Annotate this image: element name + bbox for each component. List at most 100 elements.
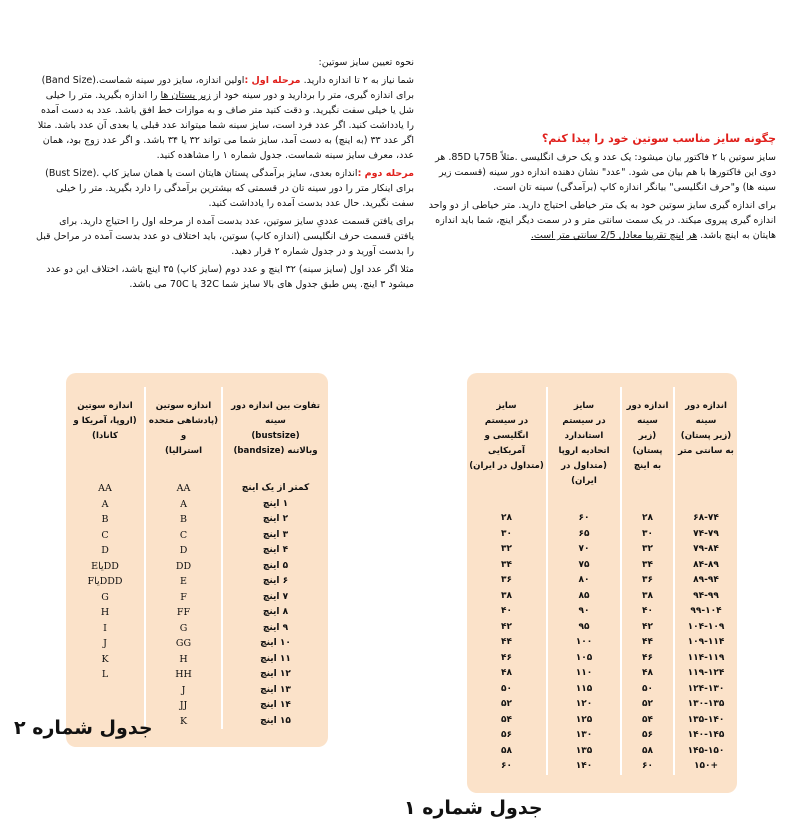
table-cell: [66, 683, 145, 699]
table-cell: ۱۴۵-۱۵۰: [673, 743, 737, 759]
column-header: سایز در سیستم استاندارد اتحادیه اروپا (متداو…: [546, 387, 621, 511]
table-cell: G: [144, 620, 222, 636]
table-cell: B: [101, 514, 109, 525]
text-segment: اولین اندازه، سایز دور سینه شماست.(Band …: [41, 75, 414, 101]
column-header: اندازه سوتین (اروپا، آمریکا و کانادا): [66, 387, 145, 481]
table-row: ۱۱۹-۱۲۴ ۴۸ ۱۱۰ ۴۸: [467, 666, 737, 682]
table-cell: E: [144, 574, 222, 590]
text-segment: سفت نگیرید. و دقت کنید متر صاف و به مواز…: [40, 105, 414, 131]
text-line: اگر عدد فرد است، سایز سینه شما میتواند ع…: [38, 120, 414, 146]
text-segment: اندازه گیری، متر را بردارید و دور سینه خ…: [210, 90, 393, 101]
column-header: اندازه دور سینه (زیر پستان) به سانتی متر: [673, 387, 737, 511]
table-cell: ۳۴: [501, 559, 512, 570]
column-header-line: استرالیا): [164, 446, 203, 456]
table-cell: کمتر از یک اینچ: [221, 481, 328, 497]
table-cell: ۱۳ اینچ: [221, 682, 328, 698]
table-cell: ۵۴: [501, 714, 512, 725]
table-cell: G: [101, 591, 109, 603]
table-cell: ۱۰۵: [546, 650, 621, 666]
table-row: ۱۴۵-۱۵۰ ۵۸ ۱۳۵ ۵۸: [467, 743, 737, 759]
table-cell: ۴۲: [620, 619, 674, 635]
table-cell: ۴۸: [501, 668, 512, 678]
column-header-line: وبالاتنه (bandsize): [233, 446, 318, 456]
text-segment: به دست آمد، سایز شما می تواند ۳۲ یا ۳۴ ب…: [42, 135, 414, 161]
table-cell: ۱۱۰: [546, 666, 621, 682]
text-segment: هر: [686, 230, 698, 241]
table-cell: ۳۴: [620, 557, 674, 573]
table-row: ۹۴-۹۹ ۳۸ ۸۵ ۳۸: [467, 588, 737, 604]
text-segment: فاکتورها با هم بیان می شود. "عدد" نشان د…: [438, 167, 776, 193]
column-header-line: به سانتی متر: [678, 446, 734, 456]
table-cell: ۱۳۰-۱۳۵: [673, 697, 737, 713]
table-cell: ۱۴ اینچ: [221, 698, 328, 714]
table-row: ۷۹-۸۴ ۳۲ ۷۰ ۳۲: [467, 542, 737, 558]
table-row: ۱۴ اینچ JJ: [66, 698, 328, 714]
table-row: ۳ اینچ C C: [66, 527, 328, 543]
table-cell: ۱۲ اینچ: [221, 667, 328, 683]
table-row: ۱۰۴-۱۰۹ ۴۲ ۹۵ ۴۲: [467, 619, 737, 635]
table-cell: ۵۸: [501, 745, 512, 756]
table-2-wrapper: تفاوت بین اندازه دور سینه (bustsize) وبالا…: [14, 373, 328, 747]
size-guide-instructions: نحوه تعیین سایز سوتین: شما نیاز به ۲ تا …: [36, 55, 414, 295]
table-cell: ۵۰: [501, 683, 512, 694]
table-row: ۸ اینچ FF H: [66, 605, 328, 621]
table-cell: ۵۲: [501, 699, 512, 709]
table-cell: J: [144, 682, 222, 698]
column-header-line: (پادشاهی متحده و: [148, 416, 219, 441]
table-row: ۱۳۰-۱۳۵ ۵۲ ۱۲۰ ۵۲: [467, 697, 737, 713]
table-cell: ۹۵: [546, 619, 621, 635]
text-line: پیروی میکند. در یک سمت سانتی متر و در سم…: [435, 215, 776, 241]
table-cell: ۱۱۵: [546, 681, 621, 697]
table-cell: ۳۶: [620, 573, 674, 589]
text-line: آورید و در جدول شماره ۲ قرار دهید.: [231, 246, 376, 257]
table-cell: ۵۸: [620, 743, 674, 759]
table-cell: A: [144, 496, 222, 512]
table-cell: ۵۲: [620, 697, 674, 713]
table-row: ۱۰ اینچ GG J: [66, 636, 328, 652]
table-cell: L: [101, 669, 109, 680]
table-cell: ۸ اینچ: [221, 605, 328, 621]
text-segment: سایز سوتین با ۲ فاکتور بیان میشود: یک عد…: [435, 152, 776, 178]
table-cell: ۱۳۰: [546, 728, 621, 744]
table-cell: ۹۰: [546, 604, 621, 620]
table-cell: ۴۰: [620, 604, 674, 620]
table-head: تفاوت بین اندازه دور سینه (bustsize) وبالا…: [66, 387, 328, 481]
table-row: ۱۱ اینچ H K: [66, 651, 328, 667]
paragraph: مرحله دوم :اندازه بعدی، سایز برآمدگی پست…: [36, 166, 414, 211]
text-line: انگلیسی" بیانگر اندازه کاپ (برآمدگی) سین…: [493, 182, 707, 193]
table-cell: ۷۴-۷۹: [673, 526, 737, 542]
column-header-line: تفاوت بین اندازه دور سینه: [231, 401, 320, 426]
text-line: برای اندازه گیری سایز سوتین خود به یک مت…: [429, 200, 776, 226]
table-row: ۸۹-۹۴ ۳۶ ۸۰ ۳۶: [467, 573, 737, 589]
table-cell: ۳۸: [620, 588, 674, 604]
table-body: کمتر از یک اینچ AA AA ۱ اینچ A A ۲ اینچ B B ۳ این…: [66, 481, 328, 729]
text-segment: حال عدد بدست آمده را یادداشت کنید.: [208, 198, 360, 209]
paragraph: برای اندازه گیری سایز سوتین خود به یک مت…: [418, 198, 776, 243]
table-cell: ۲۸: [501, 513, 512, 523]
table-cell: K: [101, 653, 109, 665]
table-row: ۲ اینچ B B: [66, 512, 328, 528]
text-segment: شما نیاز به ۲ تا اندازه دارید.: [300, 75, 414, 86]
text-segment: اندازه بعدی، سایز برآمدگی پستان هایتان ا…: [45, 168, 414, 194]
table-cell: H: [144, 651, 222, 667]
text-line: فاکتورها با هم بیان می شود. "عدد" نشان د…: [439, 167, 776, 193]
paragraph: برای یافتن قسمت عددیِ سایز سوتین، عدد بد…: [36, 214, 414, 259]
table-cell: ۱۴۰: [546, 759, 621, 775]
text-segment: انگلیسی" بیانگر اندازه کاپ (برآمدگی) سین…: [493, 182, 707, 193]
text-line: اینچ تقریبا معادل 2/5 سانتي متر است.: [531, 230, 684, 241]
text-segment: ۳ اینچ. پس طبق جدول های بالا سایز شما 32…: [129, 279, 386, 290]
table-cell: ۶۰: [546, 511, 621, 527]
table-cell: ۱ اینچ: [221, 496, 328, 512]
column-header-line: استاندارد: [564, 431, 604, 441]
text-line: شما نیاز به ۲ تا اندازه دارید. مرحله اول…: [42, 75, 414, 101]
table-cell: ۱۴۰-۱۴۵: [673, 728, 737, 744]
text-section: چگونه سایز مناسب سوتین خود را پیدا کنم؟ …: [0, 0, 800, 373]
text-line: حال عدد بدست آمده را یادداشت کنید.: [209, 198, 360, 209]
text-segment: اینچ تقریبا معادل 2/5 سانتي متر است.: [530, 230, 684, 241]
table-cell: ۴ اینچ: [221, 543, 328, 559]
text-segment: برای یافتن قسمت عددیِ سایز سوتین، عدد بد…: [59, 216, 414, 242]
table-cell: D: [144, 543, 222, 559]
column-header: اندازه سوتین (پادشاهی متحده و استرالیا): [144, 387, 222, 481]
table-cell: FF: [144, 605, 222, 621]
text-segment: مثلا اگر عدد اول (سایز سینه) ۳۲ اینچ و ع…: [46, 264, 414, 290]
